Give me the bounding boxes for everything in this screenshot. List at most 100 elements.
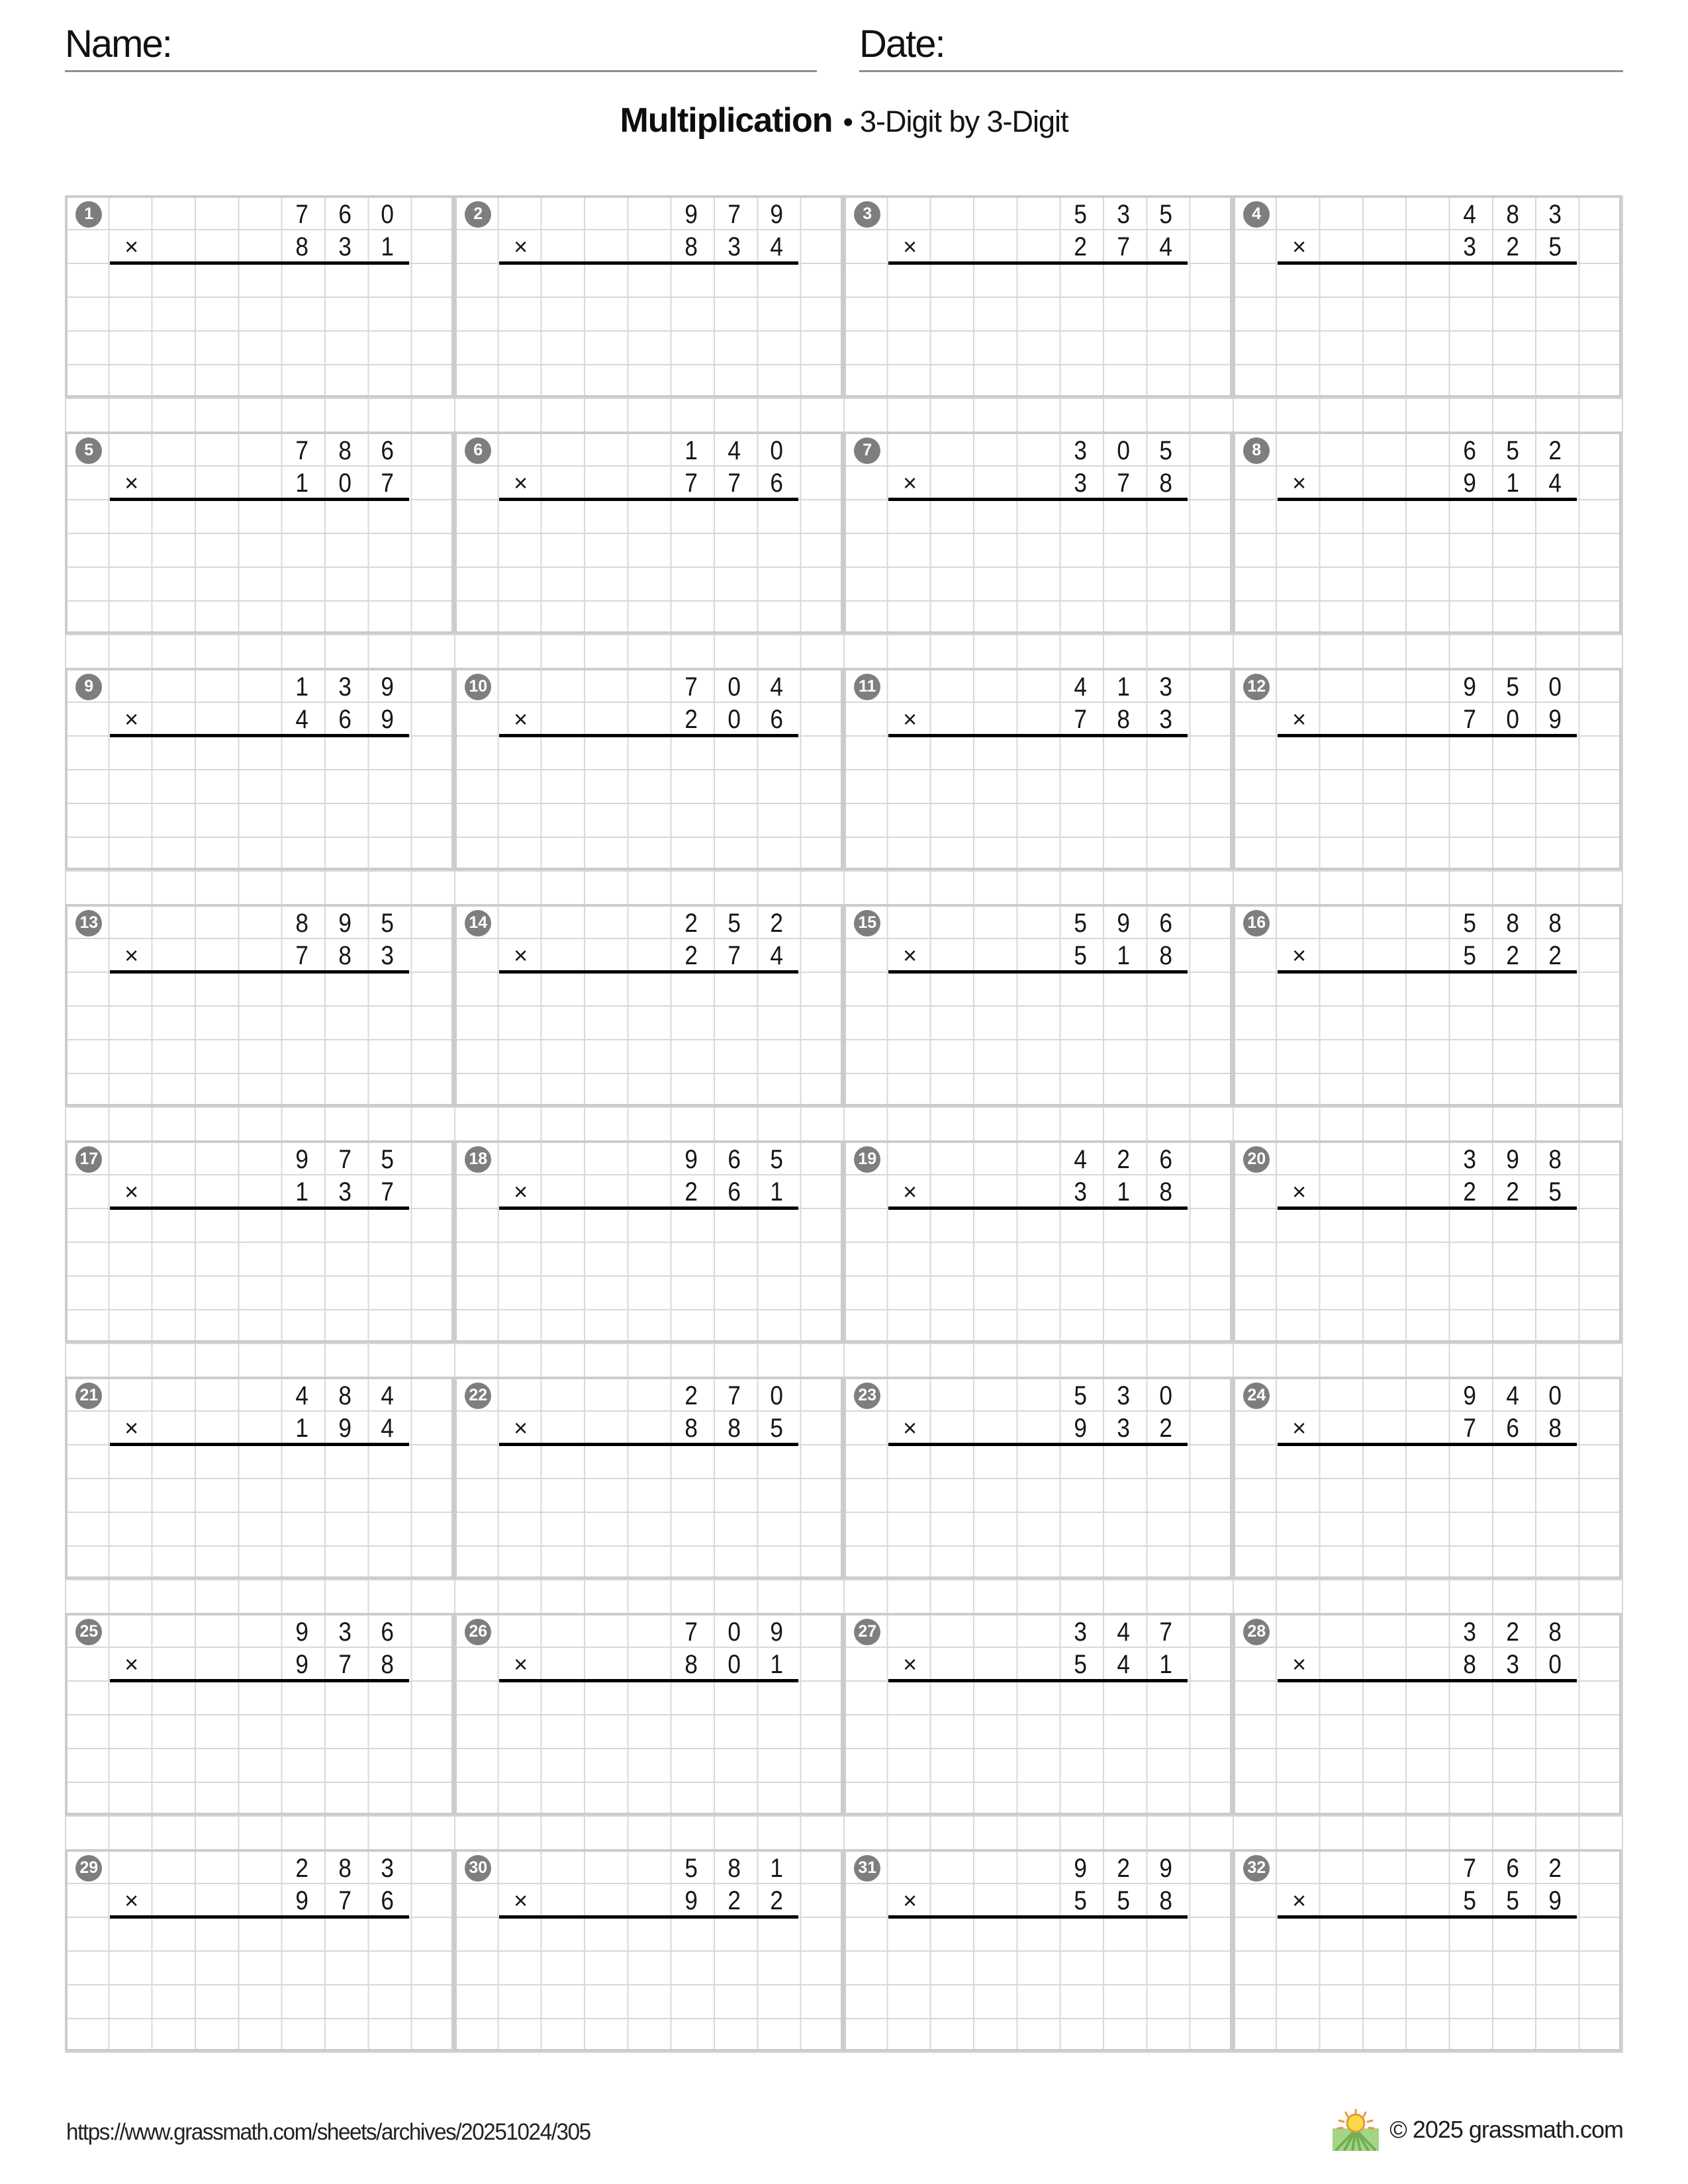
- multiplicand-digit: 7: [684, 672, 698, 702]
- problem-number-badge: 11: [854, 673, 881, 700]
- multiplier-digit: 9: [295, 1650, 309, 1680]
- multiplicand-digit: 7: [338, 1144, 352, 1174]
- multiply-sign: ×: [903, 1651, 917, 1678]
- title-bullet: •: [843, 106, 853, 138]
- multiplier-digit: 0: [727, 1650, 741, 1680]
- multiplicand-digit: 3: [1463, 1144, 1477, 1174]
- multiply-sign: ×: [124, 1414, 139, 1442]
- multiply-sign: ×: [124, 1178, 139, 1206]
- problems-grid: 1 7 6 0 × 8 3 1 2 9 7 9 × 8 3 4 3 5 3 5 × 2 7 4 4 4 8 3 × 3 2 5 5 7 8 6 × 1 0 7…: [65, 195, 1623, 2053]
- multiplicand-digit: 9: [381, 672, 395, 702]
- multiplier-digit: 7: [338, 1886, 352, 1916]
- name-label: Name:: [65, 23, 173, 66]
- problem-number-badge: 5: [75, 437, 103, 464]
- answer-line: [499, 498, 798, 502]
- multiply-sign: ×: [514, 233, 528, 261]
- multiplicand-digit: 0: [770, 435, 784, 465]
- footer-brand: © 2025 grassmath.com: [1333, 2109, 1624, 2151]
- multiplier-digit: 5: [770, 1414, 784, 1443]
- sun-over-grass-icon: [1333, 2109, 1380, 2151]
- multiply-sign: ×: [903, 942, 917, 970]
- problem-number-badge: 28: [1243, 1618, 1270, 1645]
- multiplicand-digit: 4: [381, 1381, 395, 1410]
- multiplier-digit: 7: [338, 1650, 352, 1680]
- date-label: Date:: [859, 23, 946, 66]
- multiplier-digit: 8: [684, 1650, 698, 1680]
- problem-number-badge: 26: [465, 1618, 492, 1645]
- answer-line: [110, 1679, 409, 1683]
- multiplicand-digit: 5: [381, 908, 395, 938]
- problem-block-3: 3 5 3 5 × 2 7 4: [843, 195, 1233, 398]
- multiplicand-digit: 5: [1159, 435, 1173, 465]
- multiplicand-digit: 7: [295, 435, 309, 465]
- multiplier-digit: 4: [770, 232, 784, 262]
- problem-number-badge: 19: [854, 1146, 881, 1173]
- problem-block-16: 16 5 8 8 × 5 2 2: [1233, 904, 1622, 1107]
- problem-number-badge: 32: [1243, 1854, 1270, 1882]
- multiplier-digit: 7: [381, 469, 395, 498]
- problem-block-20: 20 3 9 8 × 2 2 5: [1233, 1140, 1622, 1343]
- multiplier-digit: 4: [1159, 232, 1173, 262]
- multiply-sign: ×: [1292, 469, 1307, 497]
- multiplicand-digit: 0: [727, 672, 741, 702]
- multiplicand-digit: 3: [1548, 199, 1562, 229]
- multiply-sign: ×: [1292, 1178, 1307, 1206]
- multiplicand-digit: 5: [1074, 908, 1088, 938]
- multiplier-digit: 8: [338, 941, 352, 971]
- multiplier-digit: 5: [1548, 1177, 1562, 1207]
- multiplicand-digit: 1: [1117, 672, 1130, 702]
- name-field: Name:: [65, 23, 817, 72]
- multiplier-digit: 2: [684, 1177, 698, 1207]
- multiplicand-digit: 9: [684, 199, 698, 229]
- multiply-sign: ×: [1292, 1414, 1307, 1442]
- multiplicand-digit: 8: [1506, 908, 1519, 938]
- multiplier-digit: 9: [1074, 1414, 1088, 1443]
- multiplicand-digit: 8: [295, 908, 309, 938]
- multiplicand-digit: 7: [727, 1381, 741, 1410]
- problem-number-badge: 1: [75, 201, 103, 228]
- answer-line: [888, 1679, 1188, 1683]
- problem-block-7: 7 3 0 5 × 3 7 8: [843, 432, 1233, 634]
- problem-block-27: 27 3 4 7 × 5 4 1: [843, 1613, 1233, 1815]
- multiplicand-digit: 2: [684, 908, 698, 938]
- multiplier-digit: 7: [727, 469, 741, 498]
- multiplier-digit: 5: [1074, 1650, 1088, 1680]
- multiplier-digit: 1: [1117, 1177, 1130, 1207]
- date-field: Date:: [859, 23, 1623, 72]
- multiplier-digit: 2: [1548, 941, 1562, 971]
- multiplier-digit: 2: [1463, 1177, 1477, 1207]
- multiply-sign: ×: [903, 1887, 917, 1915]
- multiply-sign: ×: [124, 942, 139, 970]
- problem-block-8: 8 6 5 2 × 9 1 4: [1233, 432, 1622, 634]
- page-title: Multiplication • 3-Digit by 3-Digit: [0, 99, 1688, 150]
- multiplicand-digit: 3: [1463, 1617, 1477, 1647]
- multiplicand-digit: 5: [1074, 1381, 1088, 1410]
- multiplier-digit: 0: [1548, 1650, 1562, 1680]
- multiplier-digit: 9: [381, 705, 395, 735]
- multiplicand-digit: 9: [338, 908, 352, 938]
- problem-number-badge: 20: [1243, 1146, 1270, 1173]
- multiplicand-digit: 6: [338, 199, 352, 229]
- answer-line: [1278, 970, 1577, 974]
- problem-block-26: 26 7 0 9 × 8 0 1: [454, 1613, 843, 1815]
- multiplicand-digit: 5: [1159, 199, 1173, 229]
- problem-number-badge: 2: [465, 201, 492, 228]
- problem-block-14: 14 2 5 2 × 2 7 4: [454, 904, 843, 1107]
- multiply-sign: ×: [1292, 705, 1307, 733]
- multiplier-digit: 8: [1117, 705, 1130, 735]
- multiplicand-digit: 4: [1506, 1381, 1519, 1410]
- multiplier-digit: 2: [1506, 941, 1519, 971]
- multiply-sign: ×: [124, 705, 139, 733]
- problem-block-29: 29 2 8 3 × 9 7 6: [65, 1849, 454, 2052]
- multiplier-digit: 1: [770, 1177, 784, 1207]
- multiplicand-digit: 8: [1548, 1144, 1562, 1174]
- problem-block-9: 9 1 3 9 × 4 6 9: [65, 668, 454, 870]
- multiplier-digit: 8: [295, 232, 309, 262]
- problem-block-23: 23 5 3 0 × 9 3 2: [843, 1377, 1233, 1579]
- problem-block-6: 6 1 4 0 × 7 7 6: [454, 432, 843, 634]
- multiplier-digit: 3: [727, 232, 741, 262]
- multiplier-digit: 0: [727, 705, 741, 735]
- multiplicand-digit: 6: [1159, 908, 1173, 938]
- multiplicand-digit: 0: [727, 1617, 741, 1647]
